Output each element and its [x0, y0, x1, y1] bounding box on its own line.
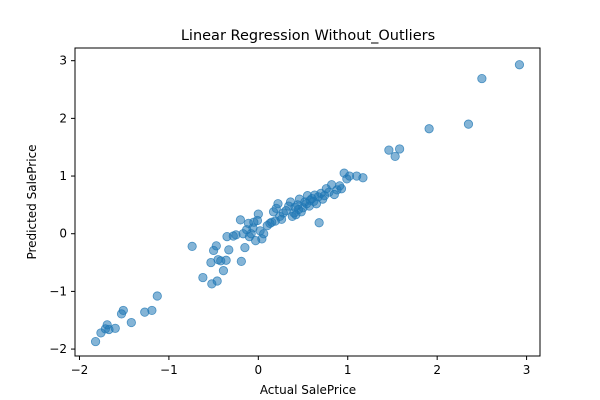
- scatter-point: [390, 151, 400, 162]
- scatter-point: [384, 145, 394, 155]
- scatter-point: [477, 73, 487, 84]
- y-axis-label: Predicted SalePrice: [25, 144, 39, 259]
- x-tick-label: 1: [344, 363, 352, 377]
- scatter-point: [218, 266, 229, 276]
- scatter-point: [152, 291, 162, 301]
- x-tick-label: 2: [433, 363, 441, 377]
- scatter-point: [110, 323, 120, 333]
- y-tick-label: 1: [59, 169, 67, 183]
- scatter-point: [514, 60, 525, 70]
- y-axis: −2 −1 0 1 2 3: [49, 54, 75, 356]
- y-tick-label: −2: [49, 342, 67, 356]
- x-tick-label: −1: [160, 363, 178, 377]
- y-tick-label: 0: [59, 227, 67, 241]
- scatter-point: [235, 215, 246, 225]
- scatter-point: [212, 276, 222, 286]
- scatter-point: [187, 241, 197, 252]
- x-axis-label: Actual SalePrice: [260, 383, 356, 397]
- scatter-point: [221, 255, 231, 265]
- scatter-point: [259, 229, 269, 239]
- scatter-point: [118, 305, 128, 316]
- scatter-point: [147, 305, 157, 316]
- scatter-point: [273, 199, 283, 209]
- x-axis: −2 −1 0 1 2 3: [71, 356, 531, 377]
- scatter-point: [424, 124, 434, 134]
- scatter-point: [240, 242, 250, 253]
- scatter-point: [198, 272, 208, 283]
- x-tick-label: 0: [254, 363, 262, 377]
- x-tick-label: −2: [71, 363, 89, 377]
- x-tick-label: 3: [523, 363, 531, 377]
- y-tick-label: 2: [59, 111, 67, 125]
- scatter-point: [314, 218, 324, 228]
- scatter-point: [395, 144, 405, 154]
- scatter-point: [211, 241, 221, 251]
- scatter-point: [224, 245, 234, 255]
- chart-title: Linear Regression Without_Outliers: [181, 28, 435, 44]
- points-layer: [90, 60, 525, 347]
- y-tick-label: 3: [59, 54, 67, 68]
- scatter-point: [126, 317, 136, 328]
- scatter-point: [90, 336, 101, 347]
- scatter-point: [358, 173, 368, 183]
- scatter-point: [336, 184, 347, 194]
- plot-frame: [74, 47, 541, 357]
- scatter-point: [253, 209, 263, 219]
- scatter-point: [463, 119, 474, 129]
- scatter-point: [236, 256, 246, 267]
- y-tick-label: −1: [49, 284, 67, 298]
